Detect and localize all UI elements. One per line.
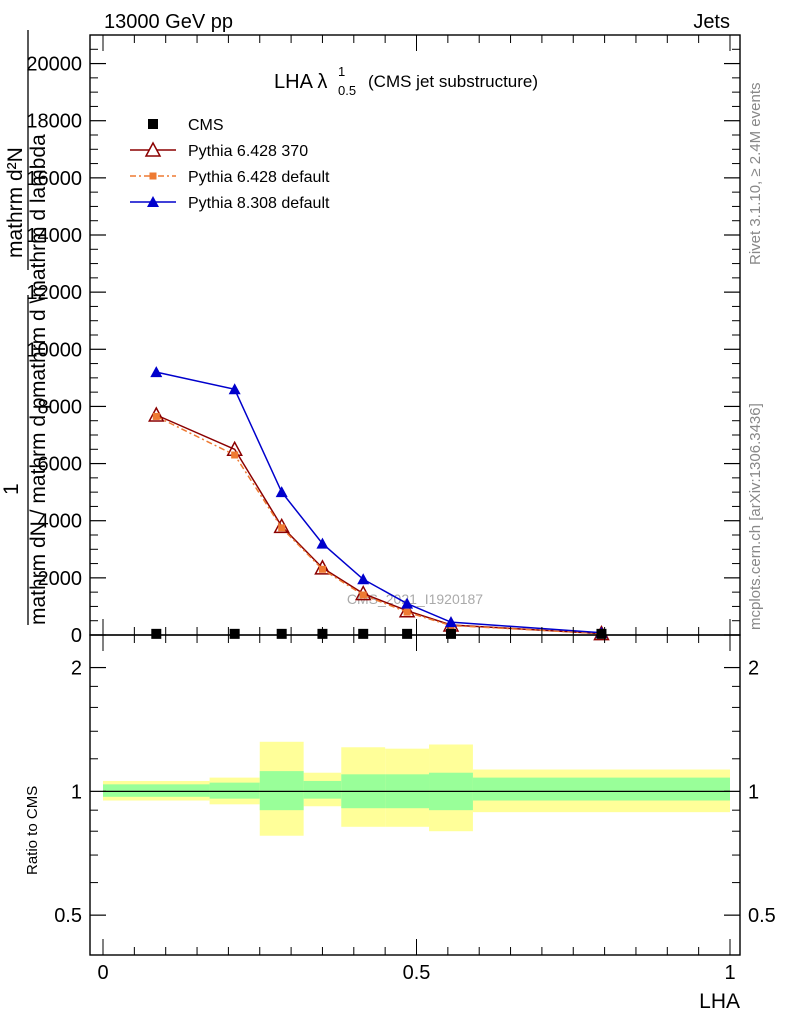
ratio-band-inner-0	[103, 784, 210, 797]
ratio-band-inner-2	[259, 771, 304, 811]
analysis-watermark: CMS_2021_I1920187	[347, 591, 483, 607]
ratio-xtick-label-0: 0	[97, 962, 108, 984]
series-2-point-4	[359, 591, 367, 599]
main-ytick-label-9: 18000	[26, 111, 82, 133]
ratio-ytick-label-right-1: 1	[748, 781, 759, 803]
chart-title: LHA λ 1 0.5 (CMS jet substructure)	[274, 64, 538, 98]
ratio-ytick-label-right-0: 0.5	[748, 905, 776, 927]
chart-title-sup: 1	[338, 64, 345, 79]
series-line-3	[156, 371, 602, 634]
ratio-band-inner-3	[303, 780, 342, 799]
main-ytick-label-5: 10000	[26, 339, 82, 361]
main-ylabel-den: mathrm d \mathrm d lambda	[27, 134, 50, 398]
ratio-xtick-label-1: 0.5	[403, 962, 431, 984]
rivet-label: Rivet 3.1.10, ≥ 2.4M events	[747, 83, 764, 266]
header-left: 13000 GeV pp	[104, 11, 233, 33]
main-ylabel-one: 1	[0, 483, 23, 495]
legend-label-0: CMS	[188, 117, 224, 134]
main-ytick-label-7: 14000	[26, 225, 82, 247]
series-3-point-0	[150, 366, 163, 378]
ratio-band-inner-1	[209, 782, 260, 799]
ratio-band-inner-7	[472, 777, 730, 801]
ratio-ylabel: Ratio to CMS	[24, 786, 41, 875]
ratio-panel-frame	[89, 634, 741, 956]
ratio-ytick-label-left-2: 2	[71, 658, 82, 680]
main-ytick-label-3: 6000	[38, 454, 83, 476]
series-3-point-5	[401, 597, 414, 609]
ratio-ytick-label-left-0: 0.5	[54, 905, 82, 927]
series-2-point-1	[231, 451, 239, 459]
series-3-point-4	[357, 573, 370, 585]
main-ytick-label-0: 0	[71, 625, 82, 647]
series-3-point-1	[228, 383, 241, 395]
ratio-ytick-label-right-2: 2	[748, 658, 759, 680]
legend-marker-2	[149, 172, 157, 180]
header-right: Jets	[693, 11, 730, 33]
series-0-point-2	[276, 628, 287, 639]
chart-title-main: LHA λ	[274, 71, 327, 93]
series-2-point-0	[152, 412, 160, 420]
main-ylabel-top: mathrm d²N	[4, 147, 27, 258]
series-0-point-6	[445, 628, 456, 639]
axis-ticks: 0 2000 4000 6000 8000 10000 12000 14000 16000 180…	[26, 34, 776, 984]
series-2-point-3	[318, 565, 326, 573]
legend-marker-1	[144, 141, 162, 157]
series-3-point-2	[275, 486, 288, 498]
main-ytick-label-10: 20000	[26, 54, 82, 76]
chart-title-sub: 0.5	[338, 83, 356, 98]
legend-label-3: Pythia 8.308 default	[188, 195, 330, 212]
x-axis-label: LHA	[699, 990, 740, 1013]
legend-label-1: Pythia 6.428 370	[188, 143, 308, 160]
ratio-xtick-label-2: 1	[724, 962, 735, 984]
main-ylabel: mathrm d²N mathrm d \mathrm d lambda 1 m…	[0, 30, 50, 625]
main-ytick-label-8: 16000	[26, 168, 82, 190]
main-ytick-label-4: 8000	[38, 396, 83, 418]
main-ytick-label-2: 4000	[38, 511, 83, 533]
series-0-point-5	[402, 628, 413, 639]
series-0-point-0	[151, 628, 162, 639]
legend-marker-0	[148, 119, 158, 129]
series-0-point-1	[229, 628, 240, 639]
series-0-point-4	[358, 628, 369, 639]
series-0-point-7	[596, 628, 607, 639]
ratio-ytick-label-left-1: 1	[71, 781, 82, 803]
main-ytick-label-6: 12000	[26, 282, 82, 304]
legend-marker-3	[147, 196, 159, 207]
main-ytick-label-1: 2000	[38, 568, 83, 590]
series-3-point-6	[444, 616, 457, 628]
chart-title-note: (CMS jet substructure)	[368, 72, 538, 91]
main-ylabel-bottom: mathrm dN / mathrm d p	[27, 397, 50, 625]
series-3-point-3	[316, 537, 329, 549]
series-2-point-5	[403, 608, 411, 616]
mcplots-label: mcplots.cern.ch [arXiv:1306.3436]	[747, 403, 764, 630]
series-2-point-2	[278, 524, 286, 532]
legend-label-2: Pythia 6.428 default	[188, 169, 330, 186]
series-line-2	[155, 415, 602, 635]
ratio-bands	[103, 741, 730, 836]
legend: CMS Pythia 6.428 370 Pythia 6.428 default P…	[130, 117, 330, 212]
